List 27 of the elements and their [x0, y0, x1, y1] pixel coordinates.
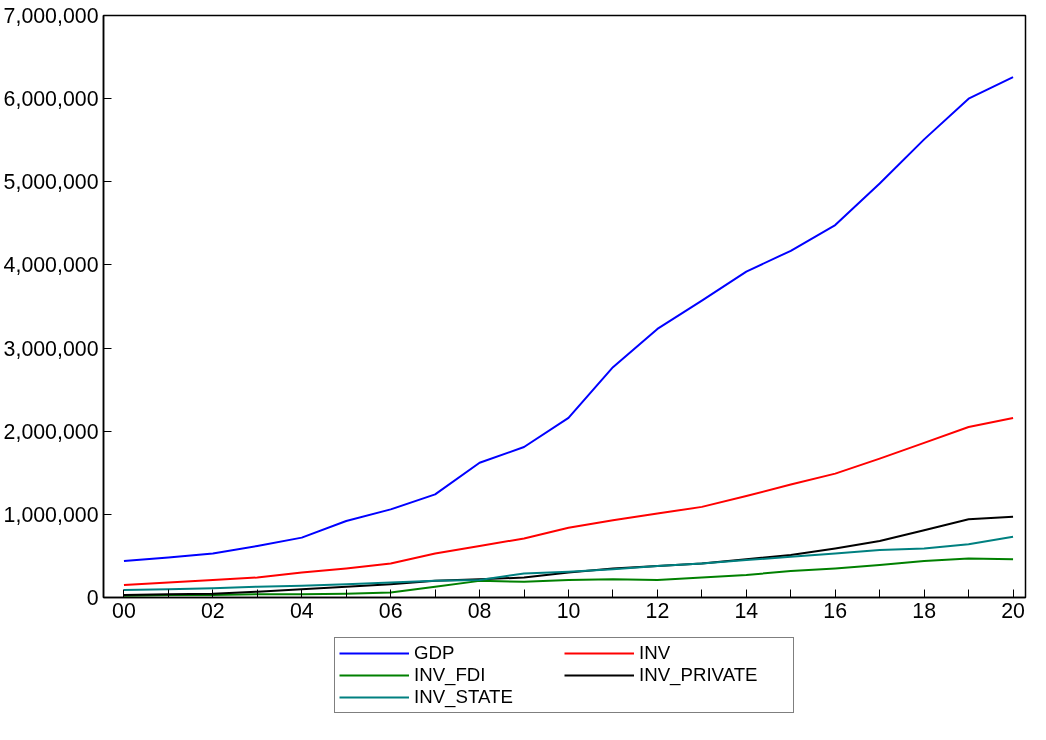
y-tick-label: 2,000,000	[3, 419, 99, 444]
x-tick-label: 08	[467, 598, 492, 623]
y-tick-label: 4,000,000	[3, 253, 99, 278]
legend-label: INV_FDI	[414, 664, 487, 686]
x-tick-label: 06	[378, 598, 403, 623]
legend-label: INV	[639, 642, 672, 664]
y-tick-label: 7,000,000	[3, 4, 99, 28]
x-tick-label: 00	[112, 598, 136, 623]
y-tick-label: 3,000,000	[3, 336, 99, 361]
legend-label: INV_PRIVATE	[639, 664, 759, 686]
x-tick-label: 02	[201, 598, 225, 623]
y-tick-label: 0	[86, 586, 99, 610]
x-tick-label: 18	[912, 598, 937, 623]
x-tick-label: 14	[734, 598, 759, 623]
legend-label: INV_STATE	[414, 686, 514, 708]
x-tick-label: 04	[289, 598, 314, 623]
y-tick-label: 5,000,000	[3, 170, 99, 195]
line-series	[122, 76, 1015, 562]
legend-label: GDP	[414, 642, 456, 664]
y-tick-label: 6,000,000	[3, 87, 99, 112]
x-tick-label: 20	[1001, 598, 1026, 623]
x-tick-label: 16	[823, 598, 848, 623]
y-tick-label: 1,000,000	[3, 502, 99, 527]
line-series	[122, 535, 1015, 592]
line-series	[122, 416, 1015, 587]
x-tick-label: 12	[645, 598, 670, 623]
x-tick-label: 10	[556, 598, 581, 623]
